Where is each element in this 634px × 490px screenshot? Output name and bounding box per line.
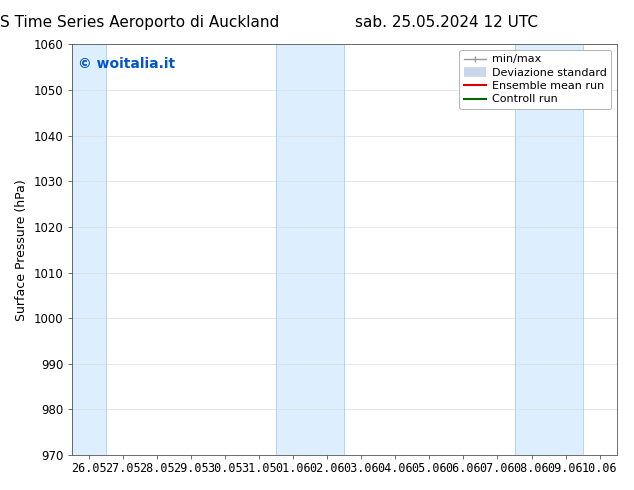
Y-axis label: Surface Pressure (hPa): Surface Pressure (hPa) (15, 179, 28, 320)
Bar (72, 45, 107, 455)
Bar (276, 45, 344, 455)
Text: ENS Time Series Aeroporto di Auckland: ENS Time Series Aeroporto di Auckland (0, 15, 279, 30)
Legend: min/max, Deviazione standard, Ensemble mean run, Controll run: min/max, Deviazione standard, Ensemble m… (460, 50, 611, 109)
Bar (515, 45, 583, 455)
Text: © woitalia.it: © woitalia.it (78, 57, 175, 71)
Text: sab. 25.05.2024 12 UTC: sab. 25.05.2024 12 UTC (355, 15, 538, 30)
